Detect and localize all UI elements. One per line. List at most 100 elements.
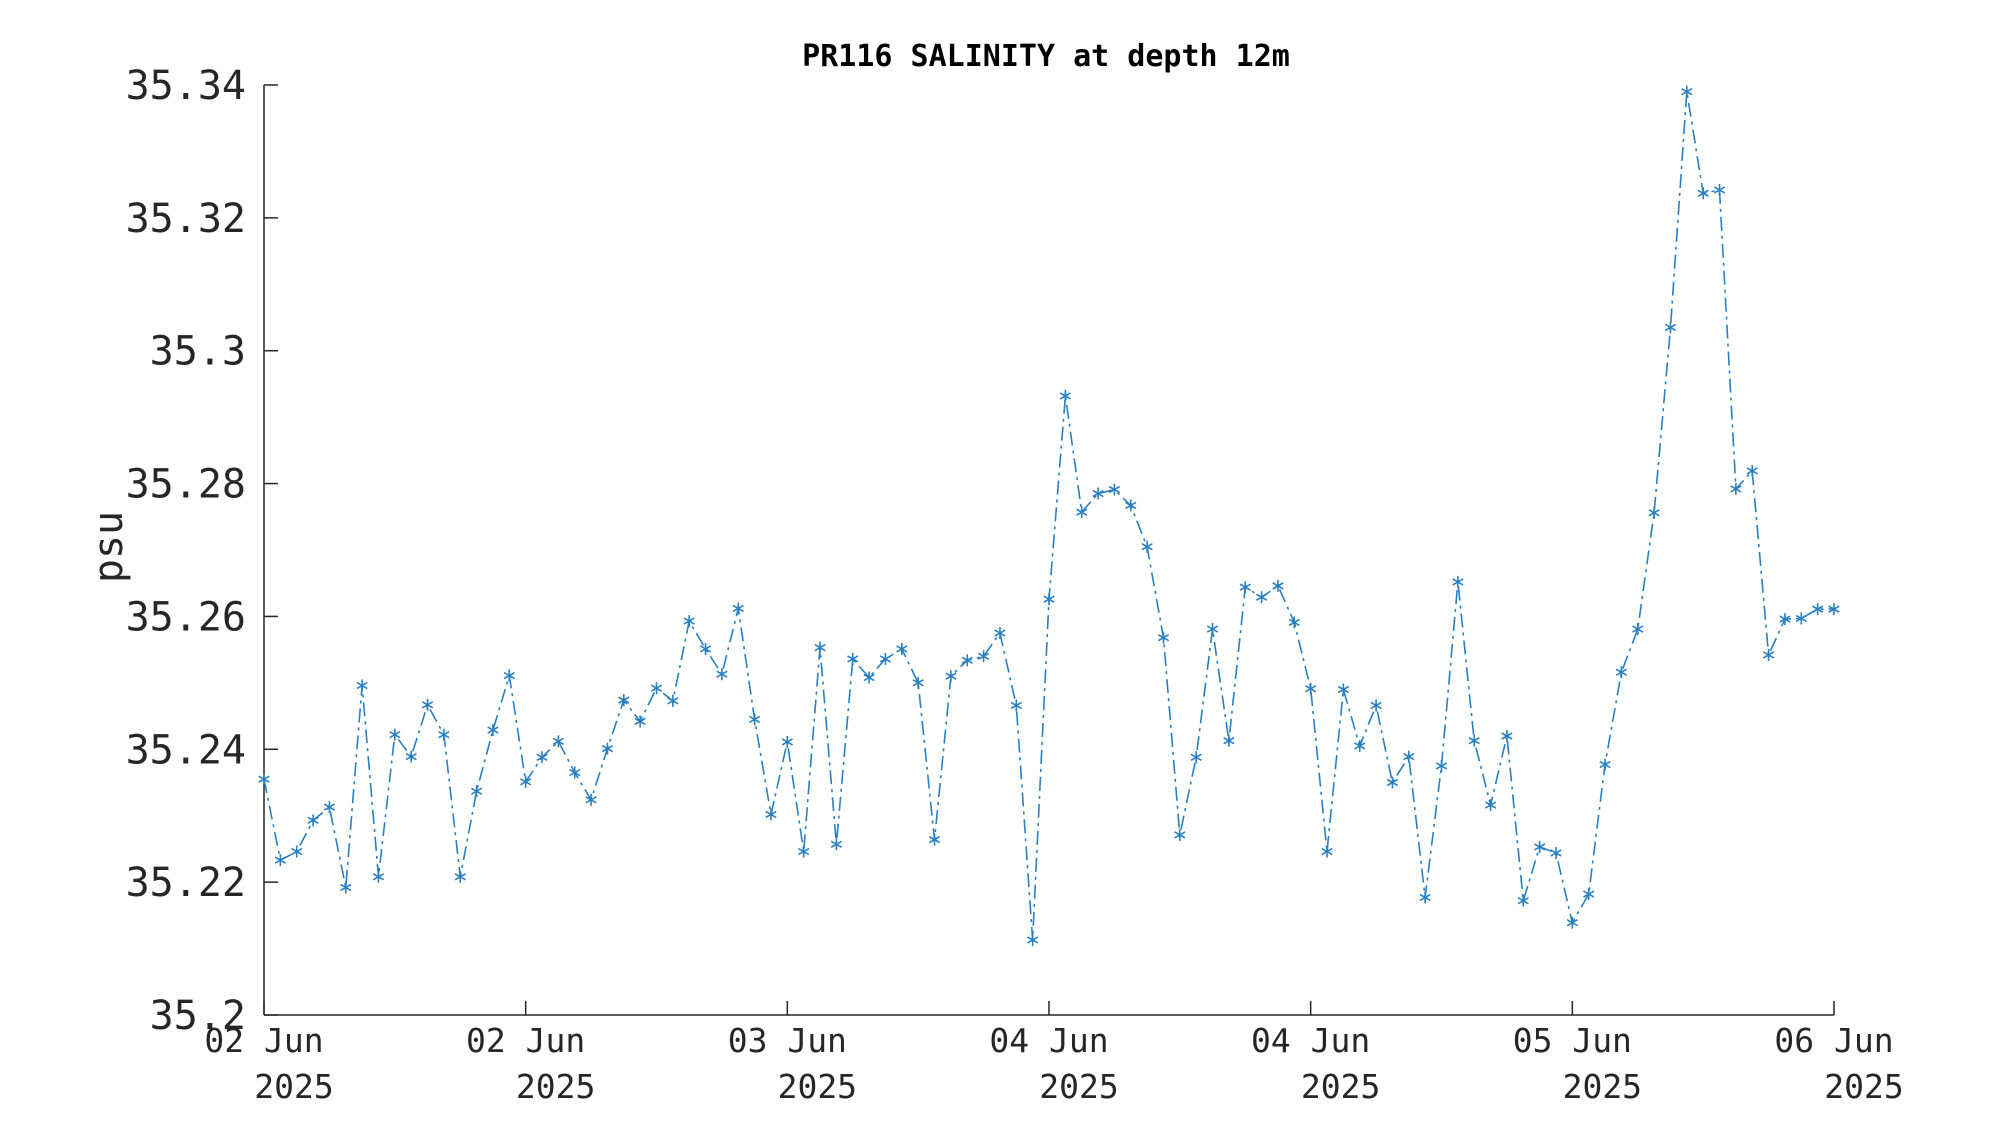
x-tick-label-date: 06 Jun <box>1774 1021 1893 1060</box>
data-point <box>1108 483 1121 496</box>
data-point <box>438 728 450 741</box>
data-point <box>1092 487 1104 500</box>
data-point <box>863 671 875 684</box>
data-point <box>372 870 385 883</box>
axes <box>263 85 1834 1016</box>
x-tick-label-year: 2025 <box>1301 1067 1380 1106</box>
data-point <box>1566 916 1578 929</box>
data-point <box>961 654 973 667</box>
data-point <box>994 627 1006 640</box>
data-point <box>1550 846 1562 859</box>
plot-area <box>258 85 1840 946</box>
y-tick-label: 35.34 <box>126 63 246 109</box>
y-ticks: 35.2 35.22 35.24 35.26 35.28 35.3 35.32 35.34 <box>126 63 278 1039</box>
data-point <box>699 642 712 655</box>
data-point <box>323 801 336 814</box>
data-point <box>1076 506 1088 519</box>
y-tick-label: 35.22 <box>126 860 246 906</box>
data-point <box>1812 603 1824 616</box>
data-point <box>307 814 319 827</box>
data-point <box>552 735 564 748</box>
data-point <box>1517 894 1529 907</box>
x-tick-label-date: 02 Jun <box>466 1021 585 1060</box>
y-tick-label: 35.32 <box>126 196 246 242</box>
data-point <box>356 679 368 692</box>
y-axis-label: psu <box>86 511 132 583</box>
data-point <box>1648 506 1660 519</box>
data-point <box>1501 730 1513 742</box>
data-point <box>1615 666 1628 679</box>
data-point <box>1386 776 1399 789</box>
x-tick-label-year: 2025 <box>254 1067 333 1106</box>
data-point <box>1746 464 1758 477</box>
data-point <box>1599 758 1611 771</box>
y-tick-label: 35.24 <box>126 727 246 773</box>
data-point <box>536 751 548 764</box>
data-point <box>683 615 695 628</box>
data-point <box>454 870 466 883</box>
data-point <box>1370 699 1382 712</box>
data-point <box>1762 648 1775 661</box>
data-point <box>601 742 614 755</box>
data-point <box>1534 840 1546 853</box>
data-point <box>1452 575 1464 588</box>
salinity-series-line <box>263 91 1834 940</box>
data-point <box>650 682 663 695</box>
data-point <box>814 641 826 654</box>
data-point <box>1468 734 1480 747</box>
data-point <box>1632 623 1644 636</box>
data-point <box>1795 612 1807 625</box>
y-tick-label: 35.26 <box>126 594 246 640</box>
data-point <box>1354 739 1366 752</box>
data-point <box>389 728 401 741</box>
data-point <box>421 698 434 711</box>
data-point <box>1206 623 1219 636</box>
y-tick-label: 35.3 <box>150 329 246 375</box>
data-point <box>1305 682 1317 695</box>
data-point <box>732 602 744 615</box>
data-point <box>847 652 859 665</box>
data-point <box>1583 888 1595 901</box>
data-point <box>830 838 843 851</box>
data-point <box>749 713 761 726</box>
data-point <box>618 694 630 707</box>
data-point <box>928 833 941 846</box>
data-point <box>1779 613 1791 626</box>
data-point <box>1321 845 1333 858</box>
data-point <box>716 668 728 681</box>
data-point <box>1484 799 1497 812</box>
data-point <box>520 775 532 788</box>
x-tick-label-year: 2025 <box>1824 1067 1903 1106</box>
data-point <box>1157 631 1170 644</box>
data-point <box>340 881 352 894</box>
x-tick-label-date: 02 Jun <box>204 1021 323 1060</box>
data-point <box>634 715 646 728</box>
data-point <box>896 642 908 655</box>
data-point <box>1435 759 1448 772</box>
data-point <box>585 793 597 806</box>
data-point <box>1027 933 1039 946</box>
data-point <box>912 676 924 689</box>
data-point <box>1730 482 1742 495</box>
x-tick-label-date: 05 Jun <box>1513 1021 1632 1060</box>
data-point <box>470 785 483 798</box>
data-point <box>1239 581 1251 594</box>
x-tick-label-date: 04 Jun <box>1251 1021 1370 1060</box>
data-point <box>1713 183 1726 196</box>
data-point <box>487 724 499 737</box>
data-point <box>1681 85 1693 98</box>
data-point <box>667 694 679 707</box>
data-point <box>405 750 417 763</box>
data-point <box>1255 591 1268 604</box>
data-point <box>765 808 777 821</box>
data-point <box>1288 616 1300 629</box>
data-point <box>1664 321 1677 334</box>
data-point <box>1190 751 1202 764</box>
x-tick-label-year: 2025 <box>1039 1067 1118 1106</box>
x-ticks: 02 Jun 2025 02 Jun 2025 03 Jun 2025 04 Jun 2025… <box>204 1001 1904 1106</box>
data-point <box>1697 187 1709 200</box>
data-point <box>1272 579 1284 592</box>
data-point <box>977 650 990 663</box>
data-point <box>291 845 303 858</box>
